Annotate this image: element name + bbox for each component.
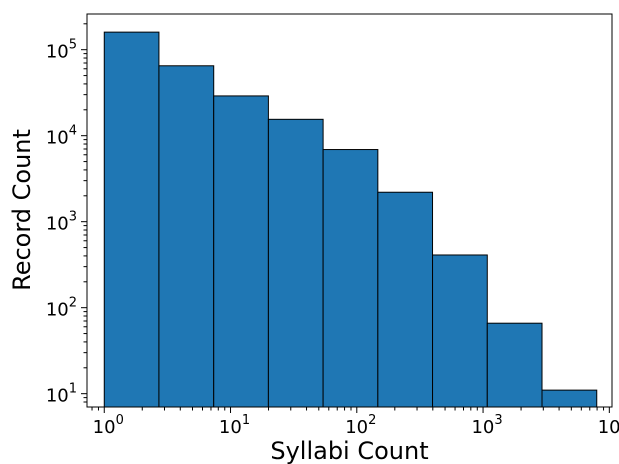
histogram-bar-1 [103, 31, 160, 408]
histogram-bar-8 [486, 322, 543, 408]
x-tick-label-4: 104 [598, 413, 619, 438]
x-tick-label-1: 101 [219, 413, 250, 438]
x-tick-label-0: 100 [93, 413, 124, 438]
y-tick-label-2: 103 [46, 210, 77, 235]
histogram-bar-5 [322, 149, 379, 408]
x-axis-label: Syllabi Count [270, 437, 428, 464]
y-tick-label-0: 101 [46, 382, 77, 407]
plot-frame [86, 13, 613, 408]
x-tick-label-2: 102 [345, 413, 376, 438]
histogram-bar-2 [158, 65, 215, 408]
y-tick-label-1: 102 [46, 296, 77, 321]
x-axis-ticks: 100 101 102 103 104 [91, 407, 619, 438]
histogram-bar-9 [541, 389, 598, 408]
y-tick-label-4: 105 [46, 38, 77, 63]
histogram-bar-6 [377, 191, 434, 408]
bars-group [103, 31, 598, 408]
y-tick-label-3: 104 [46, 124, 77, 149]
histogram-bar-3 [213, 95, 269, 408]
x-tick-label-3: 103 [471, 413, 502, 438]
histogram-bar-7 [432, 254, 488, 408]
histogram-bar-4 [267, 118, 324, 408]
y-axis-ticks: 101 102 103 104 105 [46, 23, 87, 407]
y-axis-label: Record Count [8, 129, 36, 291]
